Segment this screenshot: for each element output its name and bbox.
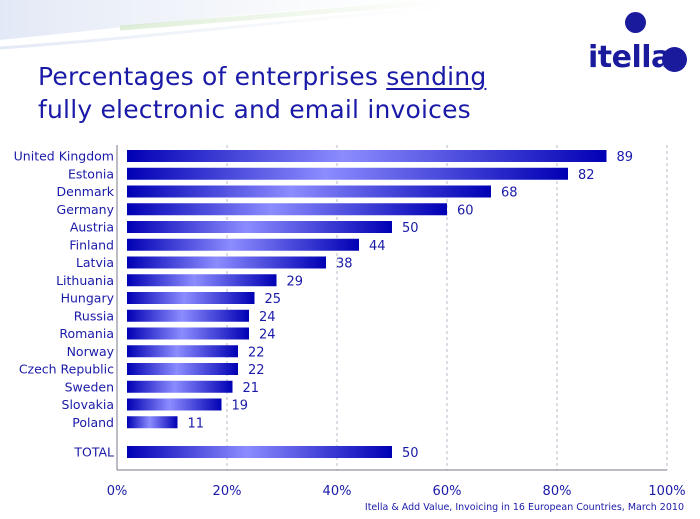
- category-label: TOTAL: [73, 445, 114, 460]
- value-label: 38: [336, 257, 353, 272]
- value-label: 44: [369, 239, 386, 254]
- category-label: Poland: [72, 415, 114, 430]
- bar: [127, 256, 326, 269]
- category-label: Norway: [67, 344, 115, 359]
- value-label: 50: [402, 221, 419, 236]
- value-label: 50: [402, 446, 419, 461]
- category-labels: United Kingdom Estonia Denmark Germany Austr…: [14, 149, 115, 460]
- category-label: Sweden: [65, 379, 114, 394]
- bars: [127, 150, 607, 458]
- bar: [127, 185, 491, 198]
- bar: [127, 327, 249, 340]
- x-tick-label: 80%: [543, 484, 572, 499]
- itella-logo: itella: [588, 40, 671, 75]
- bar: [127, 398, 222, 411]
- decorative-swoosh: [0, 0, 521, 50]
- category-label: Germany: [57, 202, 115, 217]
- value-label: 11: [188, 416, 205, 431]
- x-tick-labels: 0% 20% 40% 60% 80% 100%: [107, 484, 686, 499]
- logo-dot-small: [625, 12, 646, 33]
- value-label: 82: [578, 168, 595, 183]
- category-label: Hungary: [61, 291, 115, 306]
- x-tick-label: 0%: [107, 484, 128, 499]
- category-label: Denmark: [57, 184, 115, 199]
- value-labels: 89 82 68 60 50 44 38 29 25 24 24 22 22 21 19 11 50: [188, 150, 634, 461]
- bar: [127, 221, 392, 233]
- bar: [127, 380, 233, 393]
- bar: [127, 150, 607, 162]
- x-tick-label: 60%: [433, 484, 462, 499]
- value-label: 21: [243, 381, 260, 396]
- bar: [127, 309, 249, 322]
- bar: [127, 203, 447, 216]
- value-label: 25: [265, 292, 282, 307]
- title-underlined-word: sending: [386, 62, 487, 91]
- category-label: Finland: [69, 237, 114, 252]
- title-line2: fully electronic and email invoices: [38, 95, 471, 124]
- bar: [127, 238, 359, 251]
- category-label: United Kingdom: [14, 149, 114, 164]
- bar: [127, 446, 392, 458]
- x-tick-label: 40%: [323, 484, 352, 499]
- value-label: 89: [617, 150, 634, 165]
- bar: [127, 292, 255, 304]
- x-tick-label: 100%: [648, 484, 685, 499]
- category-label: Estonia: [68, 166, 114, 181]
- bar: [127, 167, 568, 180]
- bar: [127, 345, 238, 358]
- category-label: Lithuania: [56, 273, 114, 288]
- value-label: 22: [248, 363, 265, 378]
- bar: [127, 363, 238, 375]
- category-label: Austria: [70, 220, 114, 235]
- bar: [127, 274, 277, 287]
- category-label: Russia: [74, 308, 114, 323]
- logo-dot-big: [662, 47, 687, 72]
- value-label: 68: [501, 186, 518, 201]
- source-note: Itella & Add Value, Invoicing in 16 Euro…: [364, 502, 684, 513]
- value-label: 60: [457, 203, 474, 218]
- bar: [127, 416, 178, 429]
- chart-title: Percentages of enterprises sending fully…: [38, 60, 486, 126]
- category-label: Romania: [59, 326, 114, 341]
- value-label: 22: [248, 345, 265, 360]
- category-label: Latvia: [76, 255, 114, 270]
- title-line1-prefix: Percentages of enterprises: [38, 62, 387, 91]
- value-label: 24: [259, 310, 276, 325]
- value-label: 29: [287, 274, 304, 289]
- value-label: 19: [232, 399, 249, 414]
- gridlines: [116, 145, 668, 471]
- x-tick-label: 20%: [213, 484, 242, 499]
- value-label: 24: [259, 328, 276, 343]
- category-label: Czech Republic: [19, 362, 114, 377]
- category-label: Slovakia: [62, 397, 114, 412]
